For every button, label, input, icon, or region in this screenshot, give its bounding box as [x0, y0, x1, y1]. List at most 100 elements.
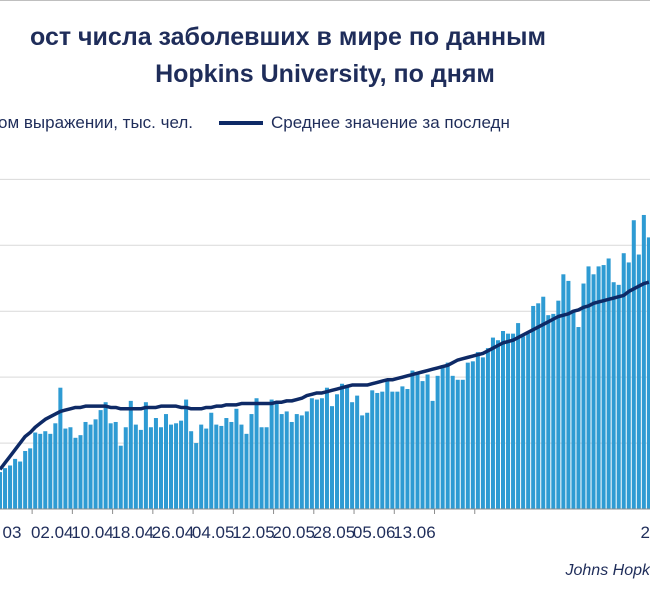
x-ticks: [31, 509, 476, 514]
bar: [194, 443, 199, 509]
bar: [621, 253, 626, 509]
bar: [521, 336, 526, 509]
bar: [244, 433, 249, 509]
bar: [18, 461, 23, 509]
bar: [591, 274, 596, 509]
bar: [355, 395, 360, 509]
bar: [626, 262, 631, 509]
bar: [485, 348, 490, 509]
bar: [445, 362, 450, 509]
bar: [511, 333, 516, 509]
x-tick-label: 04.05: [192, 523, 235, 542]
bar: [214, 424, 219, 509]
bar: [526, 333, 531, 509]
bar: [254, 398, 259, 509]
chart-title-line-2: Hopkins University, по дням: [155, 60, 495, 88]
bar: [350, 402, 355, 509]
x-tick-label: 10.04: [71, 523, 114, 542]
x-tick-label: 26.04: [152, 523, 195, 542]
bar: [531, 305, 536, 509]
bar: [329, 406, 334, 509]
bar: [23, 450, 28, 509]
bar: [360, 415, 365, 509]
bar: [158, 427, 163, 509]
bar: [611, 282, 616, 509]
bar: [294, 414, 299, 509]
source-label: Johns Hopk: [565, 562, 650, 579]
bar: [490, 337, 495, 509]
bar: [224, 418, 229, 509]
bar: [184, 399, 189, 509]
bar: [465, 362, 470, 509]
bar: [58, 387, 63, 509]
bar: [601, 265, 606, 509]
bar: [566, 280, 571, 509]
bar: [179, 420, 184, 509]
bar: [163, 414, 169, 509]
bar: [13, 458, 18, 509]
bar: [415, 374, 420, 509]
bar: [48, 433, 53, 509]
x-tick-label: 2: [641, 523, 650, 542]
bar: [420, 381, 425, 509]
bar: [405, 389, 410, 509]
bar: [3, 468, 8, 509]
x-tick-label: 12.05: [232, 523, 275, 542]
bar: [63, 428, 68, 509]
bar: [68, 427, 73, 509]
bar: [128, 400, 133, 509]
bar: [646, 237, 650, 509]
bar: [113, 421, 118, 509]
bar: [0, 472, 3, 509]
bar: [73, 437, 78, 509]
x-tick-label: 13.06: [393, 523, 436, 542]
legend-line-label: Среднее значение за последн: [271, 113, 510, 132]
moving-average-line: [0, 280, 650, 471]
bar: [143, 402, 148, 509]
bar: [495, 340, 500, 509]
bar: [169, 424, 174, 509]
bar: [189, 431, 194, 509]
x-tick-labels: 03 02.0410.0418.0426.0404.0512.0520.0528.…: [3, 523, 650, 542]
bar: [380, 391, 385, 509]
bar: [410, 370, 415, 509]
bar: [345, 386, 350, 509]
x-tick-label: 02.04: [31, 523, 74, 542]
bar: [284, 411, 289, 509]
bar: [480, 357, 485, 509]
bar: [606, 258, 611, 509]
bar: [319, 398, 324, 509]
bar: [229, 421, 234, 509]
bar: [289, 421, 294, 509]
bar: [123, 427, 128, 509]
bar: [385, 381, 390, 509]
bar: [571, 309, 576, 509]
bar: [78, 435, 83, 509]
bar: [209, 412, 214, 509]
legend-line-swatch: [219, 121, 264, 125]
bar: [375, 392, 380, 509]
bar: [153, 418, 158, 509]
bar: [304, 411, 309, 509]
bar: [586, 266, 591, 509]
bar: [88, 424, 93, 509]
bar: [365, 412, 370, 509]
x-tick-label: 05.06: [353, 523, 396, 542]
bar: [551, 313, 556, 509]
legend: ом выражении, тыс. чел. Среднее значение…: [0, 111, 510, 135]
bar: [561, 274, 566, 509]
chart-title-line-1: ост числа заболевших в мире по данным: [30, 23, 546, 51]
bar: [138, 429, 143, 509]
bar: [581, 283, 586, 509]
bar: [576, 327, 581, 509]
bar: [636, 254, 641, 509]
bar: [516, 323, 521, 509]
bar: [219, 425, 224, 509]
bar: [395, 391, 400, 509]
bar: [204, 428, 209, 509]
bar: [174, 423, 179, 509]
bar: [274, 400, 279, 509]
bar: [596, 266, 601, 509]
bar: [279, 414, 284, 509]
